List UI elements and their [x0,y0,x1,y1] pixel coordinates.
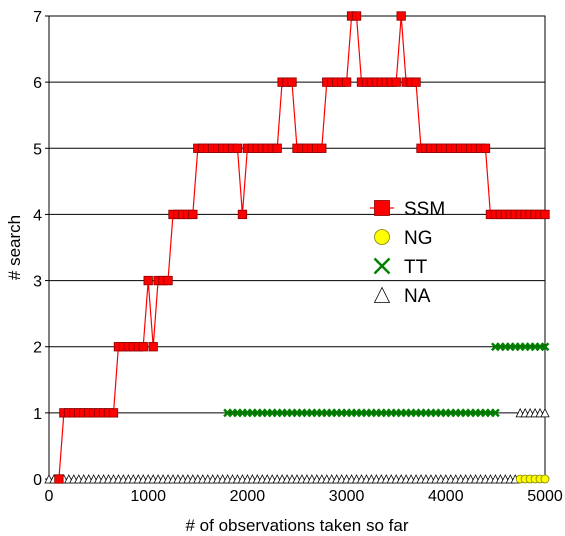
x-tick-label: 0 [45,488,54,505]
circle-mark [374,229,390,245]
data-point-ssm [108,408,119,418]
legend-item-ssm: SSM [370,199,445,220]
data-point-ssm [54,474,64,484]
square-mark [272,143,282,153]
y-tick-label: 2 [33,340,42,357]
plot-area-frame [48,15,546,480]
triangle-mark [540,407,550,418]
y-axis-tick-labels: 0 1 2 3 4 5 6 7 [33,9,49,489]
series-na [44,407,550,484]
series-ssm [54,11,550,484]
square-mark [540,209,550,220]
data-point-ssm [480,143,491,153]
cross-stroke [491,408,500,418]
marker [373,257,391,275]
x-tick-label: 1000 [130,488,166,505]
square-mark [108,408,119,418]
data-point-ssm [272,143,282,153]
legend-item-na: NA [373,286,431,307]
y-tick-label: 5 [33,141,42,158]
x-tick-label: 5000 [527,488,563,505]
data-point-ssm [138,342,148,352]
square-mark [411,77,421,87]
y-tick-label: 3 [33,274,42,291]
x-tick-label: 2000 [230,488,266,505]
y-tick-label: 4 [33,207,42,224]
x-axis-title: # of observations taken so far [185,516,408,535]
cross-stroke [540,342,550,352]
gridlines [49,15,545,480]
square-mark [396,11,406,21]
square-mark [287,77,297,87]
data-point-ssm [317,143,327,153]
marker [373,286,391,303]
square-mark [138,342,148,352]
legend-label: NA [404,286,431,307]
square-mark [317,143,327,153]
data-point-ssm [287,77,297,87]
data-point-tt [540,342,550,352]
data-point-ssm [143,275,153,286]
square-mark [143,275,153,286]
square-mark [341,77,352,87]
square-mark [163,275,173,286]
x-tick-label: 3000 [329,488,365,505]
triangle-mark [373,286,391,303]
data-point-na [540,407,550,418]
legend-label: TT [404,257,428,278]
y-tick-label: 0 [33,472,42,489]
marker [374,229,390,245]
data-point-ssm [391,77,401,87]
square-mark [351,11,362,21]
data-point-ssm [411,77,421,87]
y-tick-label: 6 [33,75,42,92]
data-point-ssm [188,209,198,220]
series-tt [223,342,550,418]
data-point-ssm [341,77,352,87]
square-mark [232,143,243,153]
y-tick-label: 7 [33,9,42,26]
data-point-ssm [351,11,362,21]
cross-stroke [373,257,391,275]
square-mark [480,143,491,153]
square-mark [148,342,158,352]
circle-mark [540,474,550,484]
data-point-ssm [232,143,243,153]
square-mark [237,209,248,220]
y-axis-title: # search [5,215,24,280]
square-mark [391,77,401,87]
data-point-ssm [540,209,550,220]
data-series [44,11,550,484]
data-point-ssm [237,209,248,220]
square-mark [188,209,198,220]
square-mark [374,200,390,216]
x-tick-label: 4000 [428,488,464,505]
series-ng [515,474,550,484]
data-point-tt [491,408,500,418]
square-mark [54,474,64,484]
y-tick-label: 1 [33,406,42,423]
legend-item-tt: TT [373,257,428,278]
marker [374,200,390,216]
legend-item-ng: NG [374,228,433,249]
legend-label: NG [404,228,433,249]
data-point-ssm [163,275,173,286]
legend-label: SSM [404,199,445,220]
legend: SSM NG TT NA [370,199,445,307]
data-point-ng [540,474,550,484]
data-point-ssm [148,342,158,352]
data-point-ssm [396,11,406,21]
